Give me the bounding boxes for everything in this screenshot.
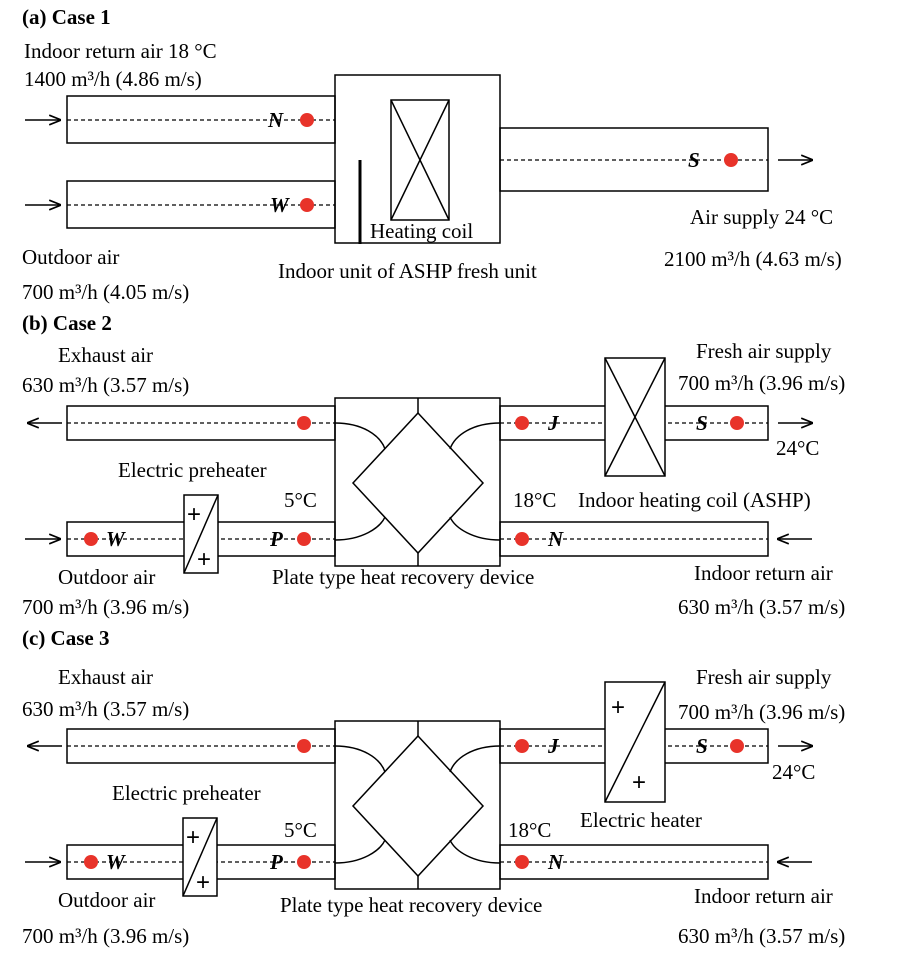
case2-temp-n: 18°C bbox=[513, 488, 556, 512]
case3-point-j-label: J bbox=[547, 734, 560, 758]
case3-point-n bbox=[515, 855, 529, 869]
case3-supply-temp: 24°C bbox=[772, 760, 815, 784]
case3-fresh-supply-label: Fresh air supply bbox=[696, 665, 832, 689]
case3-point-p bbox=[297, 855, 311, 869]
svg-text:+: + bbox=[186, 824, 200, 851]
case3-preheater-icon: + + bbox=[182, 817, 218, 897]
case2-point-w-label: W bbox=[106, 527, 126, 551]
case2-preheater-label: Electric preheater bbox=[118, 458, 267, 482]
case1-unit-label: Indoor unit of ASHP fresh unit bbox=[278, 259, 537, 283]
case2-preheater-icon: + + bbox=[183, 494, 219, 574]
case2-point-w bbox=[84, 532, 98, 546]
case3-exhaust-flow: 630 m³/h (3.57 m/s) bbox=[22, 697, 189, 721]
svg-text:+: + bbox=[187, 501, 201, 528]
case3-plate-exchanger-icon bbox=[334, 721, 501, 889]
case2-title: (b) Case 2 bbox=[22, 311, 112, 335]
case2-point-p-label: P bbox=[269, 527, 283, 551]
case1-outdoor-air-flow: 700 m³/h (4.05 m/s) bbox=[22, 280, 189, 304]
case1-point-s bbox=[724, 153, 738, 167]
case3-point-w bbox=[84, 855, 98, 869]
case1-air-supply-flow: 2100 m³/h (4.63 m/s) bbox=[664, 247, 842, 271]
case1-outdoor-air-label: Outdoor air bbox=[22, 245, 119, 269]
svg-text:+: + bbox=[197, 546, 211, 573]
case1-diagram: (a) Case 1 Indoor return air 18 °C 1400 … bbox=[22, 5, 842, 304]
case3-point-p-label: P bbox=[269, 850, 283, 874]
case2-point-s bbox=[730, 416, 744, 430]
case1-point-w-label: W bbox=[270, 193, 290, 217]
case1-return-air-label: Indoor return air 18 °C bbox=[24, 39, 217, 63]
case3-return-air-flow: 630 m³/h (3.57 m/s) bbox=[678, 924, 845, 948]
case3-point-s bbox=[730, 739, 744, 753]
case2-outdoor-air-flow: 700 m³/h (3.96 m/s) bbox=[22, 595, 189, 619]
case2-heating-coil-icon bbox=[604, 357, 666, 477]
case1-point-n bbox=[300, 113, 314, 127]
case3-diagram: (c) Case 3 Exhaust air 630 m³/h (3.57 m/… bbox=[22, 626, 845, 948]
case2-coil-label: Indoor heating coil (ASHP) bbox=[578, 488, 811, 512]
case2-exhaust-point bbox=[297, 416, 311, 430]
case2-temp-p: 5°C bbox=[284, 488, 317, 512]
case3-heater-label: Electric heater bbox=[580, 808, 702, 832]
case3-outdoor-air-label: Outdoor air bbox=[58, 888, 155, 912]
case2-exhaust-label: Exhaust air bbox=[58, 343, 153, 367]
case2-diagram: (b) Case 2 Exhaust air 630 m³/h (3.57 m/… bbox=[22, 311, 845, 619]
case2-plate-exchanger-icon bbox=[334, 398, 501, 566]
case1-heating-coil-icon bbox=[390, 99, 450, 221]
svg-text:+: + bbox=[611, 694, 625, 721]
svg-text:+: + bbox=[196, 869, 210, 896]
case2-supply-temp: 24°C bbox=[776, 436, 819, 460]
case2-point-n bbox=[515, 532, 529, 546]
case2-outdoor-air-label: Outdoor air bbox=[58, 565, 155, 589]
case2-point-s-label: S bbox=[696, 411, 708, 435]
case3-exhaust-label: Exhaust air bbox=[58, 665, 153, 689]
case2-point-p bbox=[297, 532, 311, 546]
case2-device-label: Plate type heat recovery device bbox=[272, 565, 534, 589]
case1-heating-coil-label: Heating coil bbox=[370, 219, 473, 243]
case3-point-n-label: N bbox=[547, 850, 564, 874]
case1-point-n-label: N bbox=[267, 108, 284, 132]
case3-temp-p: 5°C bbox=[284, 818, 317, 842]
case1-point-w bbox=[300, 198, 314, 212]
case2-exhaust-flow: 630 m³/h (3.57 m/s) bbox=[22, 373, 189, 397]
case3-temp-n: 18°C bbox=[508, 818, 551, 842]
svg-text:+: + bbox=[632, 769, 646, 796]
case3-exhaust-point bbox=[297, 739, 311, 753]
case3-preheater-label: Electric preheater bbox=[112, 781, 261, 805]
case3-return-air-label: Indoor return air bbox=[694, 884, 833, 908]
case1-point-s-label: S bbox=[688, 148, 700, 172]
case3-fresh-supply-flow: 700 m³/h (3.96 m/s) bbox=[678, 700, 845, 724]
case1-return-air-flow: 1400 m³/h (4.86 m/s) bbox=[24, 67, 202, 91]
case3-device-label: Plate type heat recovery device bbox=[280, 893, 542, 917]
case2-heat-recovery-device bbox=[334, 397, 501, 567]
case3-outdoor-air-flow: 700 m³/h (3.96 m/s) bbox=[22, 924, 189, 948]
case2-point-j bbox=[515, 416, 529, 430]
case3-title: (c) Case 3 bbox=[22, 626, 109, 650]
case3-point-w-label: W bbox=[106, 850, 126, 874]
case1-air-supply-label: Air supply 24 °C bbox=[690, 205, 833, 229]
case2-return-air-label: Indoor return air bbox=[694, 561, 833, 585]
case3-heat-recovery-device bbox=[334, 720, 501, 890]
case3-point-s-label: S bbox=[696, 734, 708, 758]
case2-point-j-label: J bbox=[547, 411, 560, 435]
case2-return-air-flow: 630 m³/h (3.57 m/s) bbox=[678, 595, 845, 619]
case3-point-j bbox=[515, 739, 529, 753]
case2-fresh-supply-label: Fresh air supply bbox=[696, 339, 832, 363]
case2-point-n-label: N bbox=[547, 527, 564, 551]
case1-title: (a) Case 1 bbox=[22, 5, 111, 29]
case2-fresh-supply-flow: 700 m³/h (3.96 m/s) bbox=[678, 371, 845, 395]
case3-electric-heater-icon: + + bbox=[604, 681, 666, 803]
